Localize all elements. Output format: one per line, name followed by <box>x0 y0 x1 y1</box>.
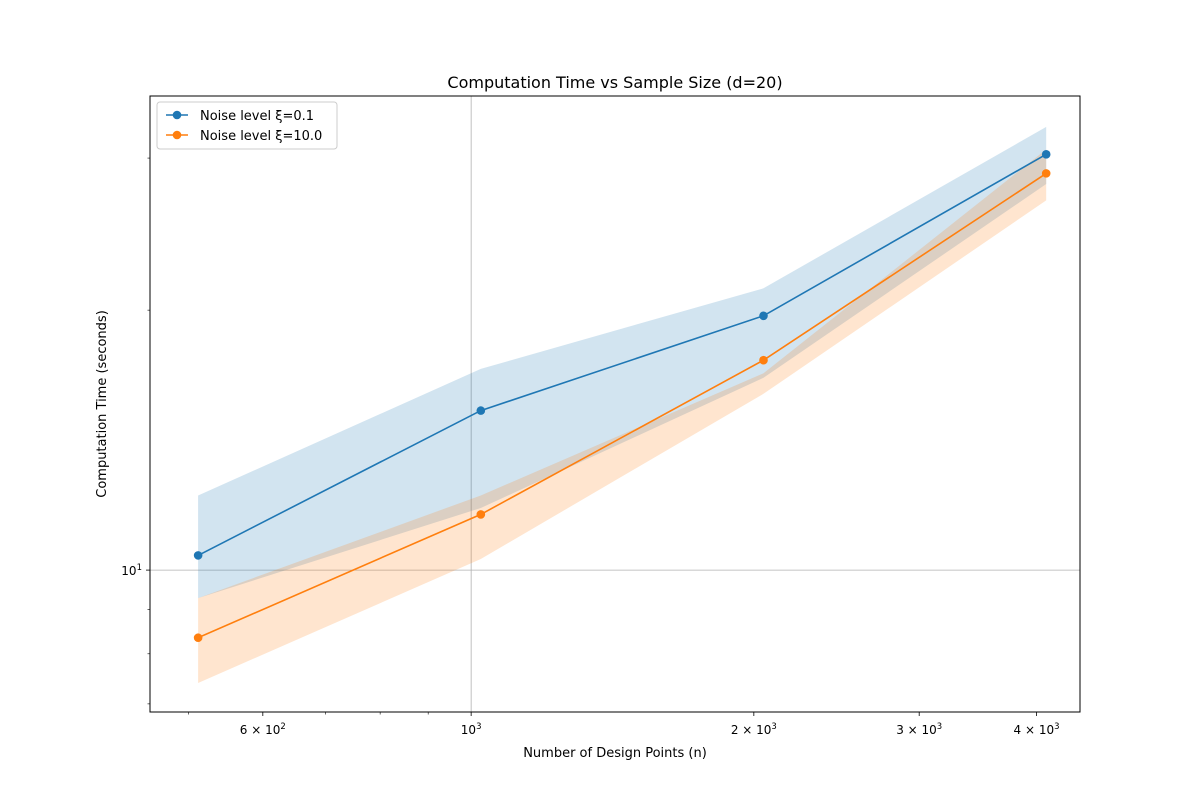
legend-label-2: Noise level ξ=10.0 <box>200 129 322 144</box>
legend-marker-1 <box>172 110 182 120</box>
legend-marker-2 <box>172 130 182 140</box>
legend-label-1: Noise level ξ=0.1 <box>200 109 314 124</box>
series-2-line <box>197 172 1047 639</box>
plot-area <box>150 96 1080 712</box>
y-tick-label: 101 <box>121 563 142 578</box>
x-tick-label: 4 × 103 <box>1014 722 1060 737</box>
x-tick-label: 3 × 103 <box>896 722 942 737</box>
series-1-point <box>1041 150 1051 159</box>
series-1-point <box>476 406 486 415</box>
legend-box <box>156 101 338 150</box>
y-axis-label: Computation Time (seconds) <box>95 310 110 498</box>
x-tick-label: 2 × 103 <box>731 722 777 737</box>
axes-frame <box>149 95 1081 713</box>
series-2-point <box>193 633 203 643</box>
chart-title: Computation Time vs Sample Size (d=20) <box>447 73 782 92</box>
series-2-point <box>476 510 486 519</box>
series-1-point <box>193 551 203 560</box>
series-2-point <box>1041 169 1051 178</box>
x-axis-label: Number of Design Points (n) <box>523 746 707 761</box>
series-1-line <box>197 153 1047 557</box>
axis-ticks: 6 × 102 103 2 × 103 3 × 103 4 × 103 101 <box>121 157 1060 737</box>
series-2-point <box>759 355 768 365</box>
series-2-confidence-band <box>198 149 1047 683</box>
series-1-point <box>759 311 768 321</box>
x-tick-label: 103 <box>461 722 482 737</box>
legend: Noise level ξ=0.1 Noise level ξ=10.0 <box>156 101 338 150</box>
x-tick-label: 6 × 102 <box>240 722 286 737</box>
